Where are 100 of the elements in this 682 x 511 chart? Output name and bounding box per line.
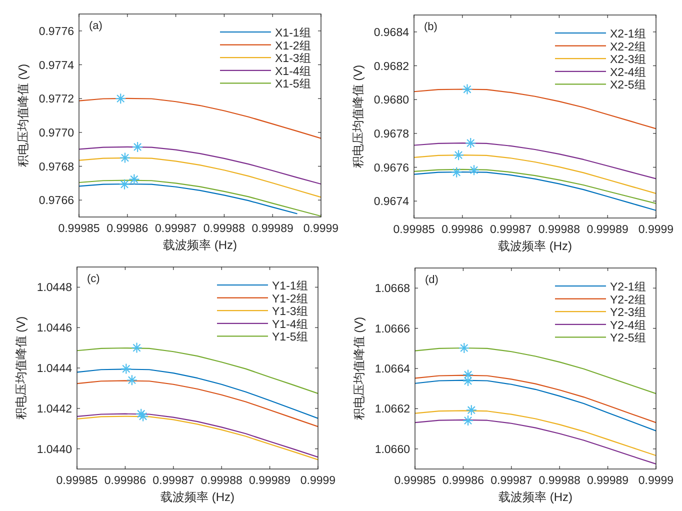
legend-label: Y2-1组 — [610, 280, 646, 294]
line-series — [77, 368, 318, 419]
y-tick-label: 0.9770 — [38, 127, 74, 140]
legend-label: X1-4组 — [275, 64, 312, 78]
x-tick-label: 0.99989 — [252, 223, 294, 235]
x-tick-label: 0.99985 — [394, 475, 436, 487]
x-tick-label: 0.99987 — [152, 475, 194, 487]
line-series — [414, 154, 656, 194]
x-axis-title: 载波频率 (Hz) — [163, 238, 237, 252]
legend-label: X2-4组 — [610, 66, 646, 79]
y-tick-label: 0.9678 — [374, 128, 409, 140]
y-tick-label: 0.9772 — [38, 94, 74, 106]
line-series — [415, 374, 656, 424]
x-tick-label: 0.99987 — [155, 223, 197, 235]
legend-label: X2-2组 — [610, 40, 646, 54]
x-tick-label: 0.99987 — [490, 475, 532, 487]
x-tick-label: 0.99988 — [203, 223, 245, 235]
legend-label: X1-1组 — [275, 26, 312, 40]
annotation: (b) — [424, 21, 438, 33]
x-tick-label: 0.99988 — [538, 224, 580, 236]
y-tick-label: 0.9680 — [374, 94, 409, 107]
y-tick-label: 0.9766 — [38, 195, 74, 208]
y-tick-label: 1.0660 — [374, 444, 410, 456]
y-axis-title: 积电压均值峰值 (V) — [14, 316, 28, 420]
y-tick-label: 0.9674 — [374, 196, 410, 208]
legend-label: Y1-1组 — [272, 280, 308, 292]
x-axis-title: 载波频率 (Hz) — [160, 490, 234, 504]
line-series — [79, 180, 321, 217]
y-tick-label: 1.0666 — [374, 323, 410, 336]
point — [119, 152, 131, 164]
line-series — [415, 419, 656, 465]
y-tick-label: 0.9776 — [38, 26, 74, 38]
point — [452, 150, 464, 161]
y-tick-label: 1.0662 — [374, 404, 410, 416]
y-tick-label: 0.9682 — [374, 60, 409, 73]
legend-label: X2-3组 — [610, 53, 646, 66]
point — [136, 408, 147, 420]
x-tick-label: 0.99985 — [56, 475, 98, 487]
x-tick-label: 0.99986 — [442, 224, 484, 236]
legend-label: Y2-4组 — [610, 318, 646, 332]
legend-label: X1-3组 — [275, 52, 312, 66]
line-series — [415, 347, 656, 394]
y-axis-title: 积电压均值峰值 (V) — [16, 64, 30, 168]
y-tick-label: 0.9684 — [374, 26, 410, 39]
y-tick-label: 1.0444 — [36, 363, 73, 375]
x-tick-label: 0.99986 — [442, 475, 484, 487]
x-tick-label: 0.99989 — [586, 224, 628, 236]
point — [462, 84, 473, 95]
x-axis-title: 载波频率 (Hz) — [498, 490, 572, 504]
y-axis-title: 积电压均值峰值 (V) — [352, 316, 366, 420]
legend-label: Y2-3组 — [610, 306, 646, 320]
x-tick-label: 0.99985 — [58, 223, 100, 235]
line-series — [414, 171, 656, 211]
annotation: (c) — [87, 273, 100, 285]
legend-label: Y1-4组 — [272, 318, 308, 331]
legend-label: Y1-5组 — [272, 330, 308, 344]
line-series — [414, 142, 656, 180]
x-tick-label: 0.99988 — [538, 475, 580, 487]
line-series — [415, 380, 656, 432]
y-tick-label: 1.0668 — [374, 283, 410, 296]
point — [458, 342, 470, 354]
annotation: (a) — [89, 20, 102, 32]
x-tick-label: 0.99988 — [200, 475, 242, 487]
line-series — [414, 88, 656, 130]
point — [451, 166, 462, 178]
x-tick-label: 0.99987 — [490, 224, 532, 236]
point — [462, 369, 474, 380]
legend-label: X1-2组 — [275, 39, 312, 52]
y-tick-label: 1.0442 — [36, 403, 72, 416]
x-tick-label: 0.9999 — [638, 475, 674, 487]
line-series — [414, 168, 656, 204]
x-tick-label: 0.9999 — [638, 224, 674, 236]
legend-label: Y1-2组 — [272, 292, 308, 306]
point — [132, 141, 144, 153]
x-tick-label: 0.9999 — [300, 475, 336, 487]
y-tick-label: 0.9676 — [374, 162, 409, 174]
y-tick-label: 1.0448 — [36, 282, 72, 294]
point — [115, 93, 126, 104]
point — [137, 410, 149, 422]
point — [126, 374, 138, 386]
point — [468, 164, 480, 176]
legend-label: Y1-3组 — [272, 305, 308, 318]
point — [131, 342, 142, 354]
legend-label: Y2-5组 — [610, 332, 646, 345]
line-series — [79, 183, 298, 214]
y-tick-label: 1.0664 — [374, 364, 411, 376]
x-tick-label: 0.99986 — [106, 223, 148, 235]
line-series — [77, 380, 318, 428]
y-axis-title: 积电压均值峰值 (V) — [351, 64, 365, 168]
y-tick-label: 0.9768 — [38, 161, 74, 174]
point — [462, 415, 474, 426]
x-axis-title: 载波频率 (Hz) — [498, 239, 572, 253]
line-series — [79, 157, 321, 198]
legend-label: Y2-2组 — [610, 293, 646, 306]
point — [466, 404, 477, 416]
line-series — [79, 98, 321, 139]
line-series — [79, 146, 321, 185]
x-tick-label: 0.99986 — [104, 475, 146, 487]
y-tick-label: 1.0446 — [36, 322, 72, 335]
x-tick-label: 0.99989 — [249, 475, 291, 487]
